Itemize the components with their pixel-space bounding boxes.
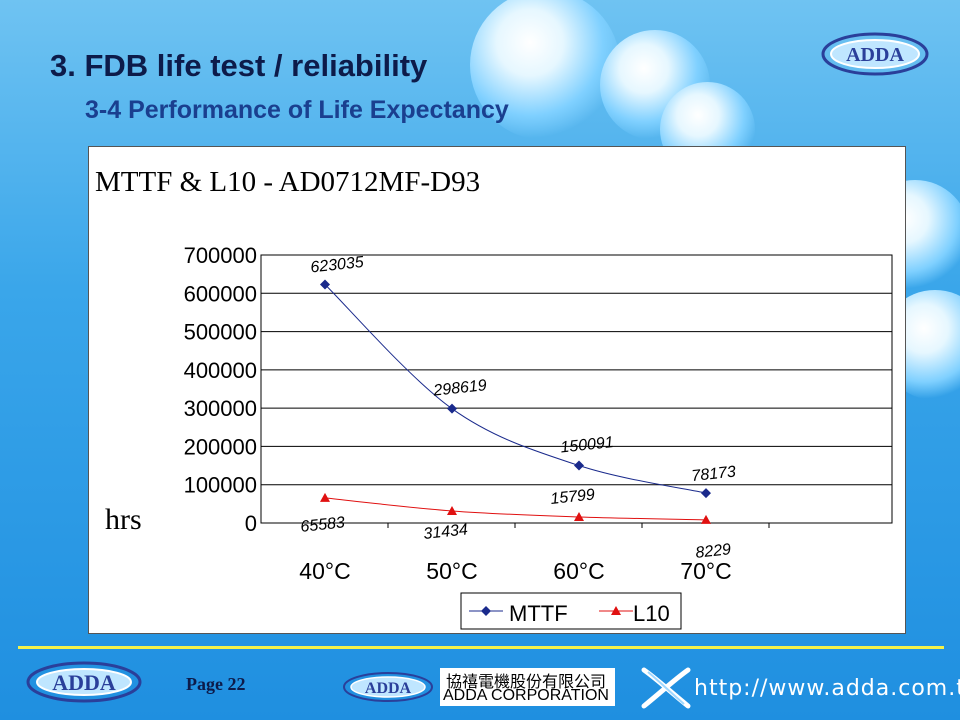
adda-logo-footer-text: ADDA bbox=[52, 670, 116, 695]
legend-marker-mttf bbox=[481, 606, 491, 616]
adda-logo-footer: ADDA bbox=[26, 661, 142, 703]
series-line-mttf bbox=[324, 284, 707, 494]
x-tick-label-0: 40°C bbox=[299, 558, 350, 584]
chart-title: MTTF & L10 - AD0712MF-D93 bbox=[95, 166, 480, 198]
point-mttf-1 bbox=[447, 403, 457, 414]
chart-svg: MTTF & L10 - AD0712MF-D93 hrs 0 100000 200… bbox=[95, 166, 893, 630]
adda-logo-small: ADDA bbox=[343, 672, 433, 702]
website-url[interactable]: http://www.adda.com.tw bbox=[694, 676, 960, 701]
y-tick-label-6: 600000 bbox=[184, 281, 257, 306]
corporation-name-english: ADDA CORPORATION bbox=[443, 687, 609, 704]
corporation-name-box bbox=[440, 668, 615, 706]
slide-title: 3. FDB life test / reliability bbox=[50, 48, 428, 83]
decorative-orb-1 bbox=[470, 0, 620, 140]
point-mttf-0 bbox=[320, 279, 330, 290]
data-label-mttf-1: 298619 bbox=[432, 377, 488, 400]
x-brand-icon bbox=[641, 667, 691, 709]
data-label-mttf-2: 150091 bbox=[560, 434, 615, 456]
x-tick-label-1: 50°C bbox=[426, 558, 477, 584]
x-tick-labels: 40°C 50°C 60°C 70°C bbox=[299, 558, 731, 584]
y-tick-label-3: 300000 bbox=[184, 396, 257, 421]
legend-label-mttf: MTTF bbox=[509, 601, 568, 626]
page-number: Page 22 bbox=[186, 674, 246, 694]
legend-label-l10: L10 bbox=[633, 601, 670, 626]
y-tick-label-5: 500000 bbox=[184, 320, 257, 345]
point-mttf-2 bbox=[574, 460, 584, 471]
point-l10-3 bbox=[701, 514, 711, 524]
y-tick-label-4: 400000 bbox=[184, 358, 257, 383]
data-label-l10-1: 31434 bbox=[423, 521, 469, 543]
series-line-l10 bbox=[324, 497, 707, 521]
data-label-l10-2: 15799 bbox=[550, 486, 596, 508]
series-layer: 623035 298619 150091 78173 65583 31434 15799 82… bbox=[300, 254, 737, 562]
adda-logo-top: ADDA bbox=[821, 32, 929, 76]
legend: MTTF L10 bbox=[460, 592, 682, 630]
data-label-l10-3: 8229 bbox=[695, 541, 732, 562]
legend-marker-l10 bbox=[611, 606, 621, 615]
y-tick-label-1: 100000 bbox=[184, 473, 257, 498]
y-tick-label-0: 0 bbox=[245, 511, 257, 536]
slide-subtitle: 3-4 Performance of Life Expectancy bbox=[85, 96, 509, 124]
point-mttf-3 bbox=[701, 488, 711, 499]
adda-logo-small-text: ADDA bbox=[365, 680, 412, 697]
adda-logo-top-text: ADDA bbox=[846, 44, 904, 66]
footer: ADDA ADDA bbox=[18, 652, 944, 712]
data-label-mttf-0: 623035 bbox=[310, 254, 365, 276]
chart-area: MTTF & L10 - AD0712MF-D93 hrs 0 100000 200… bbox=[88, 146, 906, 634]
point-l10-0 bbox=[320, 492, 330, 502]
grid-lines bbox=[261, 292, 892, 528]
plot-frame bbox=[260, 254, 893, 524]
data-label-l10-0: 65583 bbox=[300, 514, 346, 536]
corporation-name-chinese: 協禧電機股份有限公司 bbox=[446, 672, 607, 691]
point-l10-2 bbox=[574, 511, 584, 521]
data-label-mttf-3: 78173 bbox=[691, 463, 737, 485]
footer-divider bbox=[18, 646, 944, 649]
y-axis-label: hrs bbox=[105, 503, 142, 536]
y-tick-label-2: 200000 bbox=[184, 434, 257, 459]
x-tick-label-2: 60°C bbox=[553, 558, 604, 584]
y-tick-label-7: 700000 bbox=[184, 243, 257, 268]
x-tick-label-3: 70°C bbox=[680, 558, 731, 584]
y-tick-labels: 0 100000 200000 300000 400000 500000 600000 700… bbox=[184, 243, 257, 536]
point-l10-1 bbox=[447, 505, 457, 515]
